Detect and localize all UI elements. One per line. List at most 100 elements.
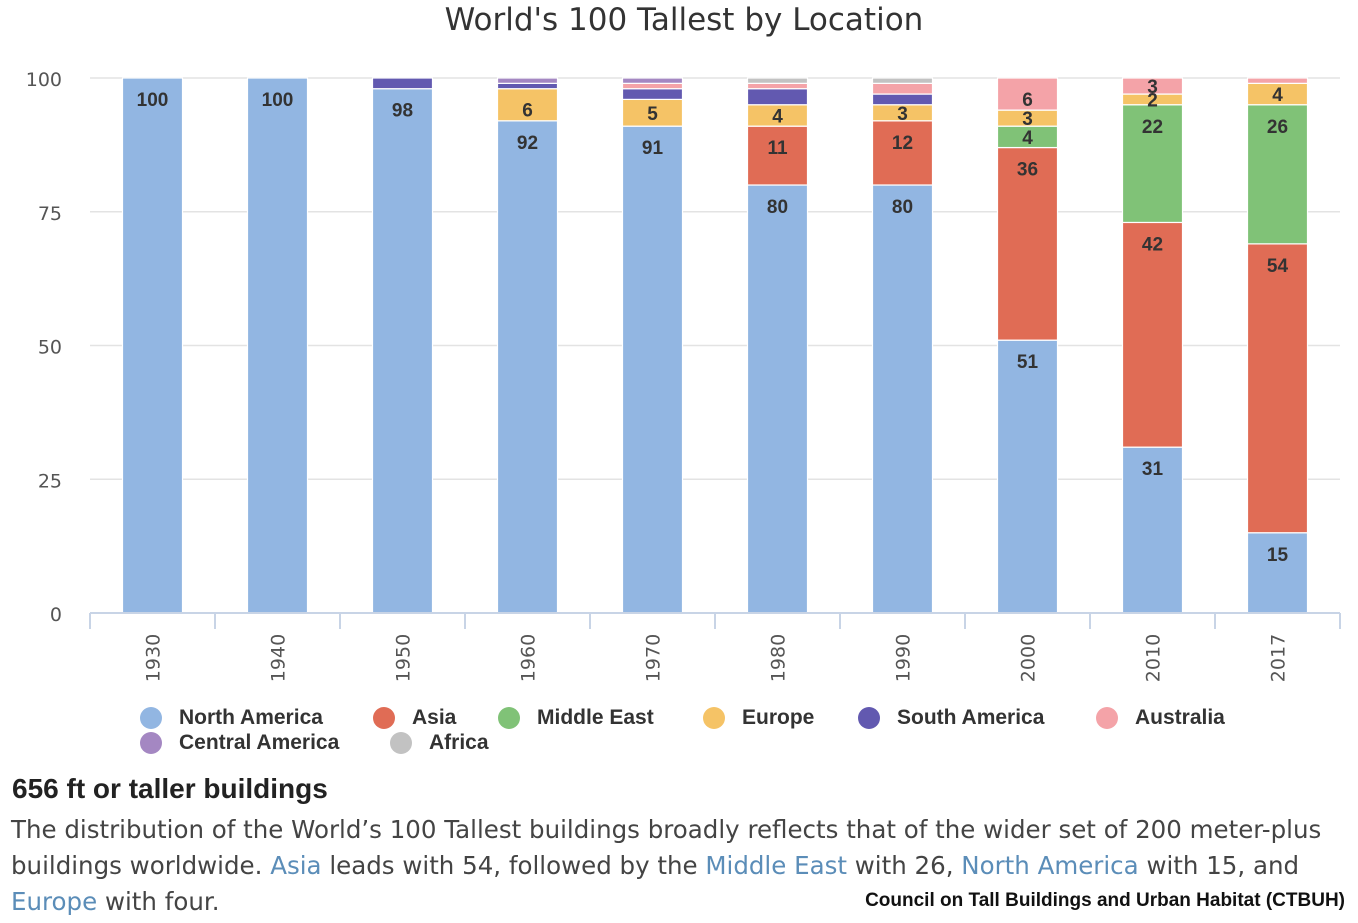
data-label: 6	[1022, 90, 1033, 111]
data-label: 4	[1022, 128, 1033, 149]
bar-segment	[496, 120, 559, 614]
y-tick-label: 100	[26, 69, 62, 91]
bar-segment	[1246, 243, 1309, 534]
data-label: 31	[1142, 459, 1164, 480]
x-tick-label: 1970	[643, 634, 665, 682]
y-tick-label: 25	[38, 470, 62, 492]
y-tick-label: 50	[38, 337, 62, 359]
legend-label: South America	[897, 706, 1045, 729]
link-middle-east[interactable]: Middle East	[705, 851, 847, 880]
legend-swatch	[140, 732, 162, 754]
data-label: 11	[767, 138, 788, 159]
bar-segment	[621, 125, 684, 614]
caption-text: The distribution of the World’s 100 Tall…	[11, 812, 1346, 920]
bar-segment	[121, 77, 184, 614]
data-label: 80	[892, 197, 913, 218]
bar-segment	[746, 125, 809, 186]
legend-label: Asia	[412, 706, 457, 729]
caption-text-4: with 15, and	[1138, 851, 1300, 880]
legend-label: Africa	[429, 731, 489, 754]
bar-segment	[871, 184, 934, 614]
bar-segment	[496, 82, 559, 90]
bar-segment	[371, 88, 434, 614]
data-label: 100	[137, 90, 169, 111]
legend-label: Australia	[1135, 706, 1225, 729]
y-tick-label: 75	[38, 203, 62, 225]
legend-item[interactable]: Asia	[373, 706, 456, 730]
x-tick-label: 1960	[518, 634, 540, 682]
bar-segment	[1121, 446, 1184, 614]
x-tick-label: 1940	[268, 634, 290, 682]
legend-item[interactable]: South America	[858, 706, 1044, 730]
data-label: 5	[647, 104, 658, 125]
legend-swatch	[390, 732, 412, 754]
bar-segment	[621, 77, 684, 84]
data-label: 6	[522, 101, 533, 122]
bar-segment	[371, 77, 434, 90]
source-credit: Council on Tall Buildings and Urban Habi…	[865, 890, 1345, 911]
data-label: 91	[642, 138, 664, 159]
data-label: 3	[1147, 77, 1158, 98]
legend-item[interactable]: Europe	[703, 706, 814, 730]
x-tick-label: 1990	[893, 634, 915, 682]
data-label: 4	[772, 106, 783, 127]
data-label: 15	[1267, 545, 1289, 566]
data-label: 4	[1272, 85, 1283, 106]
data-label: 100	[262, 90, 294, 111]
data-label: 92	[517, 133, 538, 154]
legend-swatch	[703, 707, 725, 729]
data-label: 3	[1022, 109, 1033, 130]
data-label: 54	[1267, 256, 1289, 277]
subtitle: 656 ft or taller buildings	[12, 773, 328, 804]
bar-segment	[621, 82, 684, 90]
bar-segment	[621, 88, 684, 100]
legend-label: Europe	[742, 706, 815, 729]
legend-item[interactable]: Africa	[390, 731, 489, 755]
data-label: 22	[1142, 117, 1163, 138]
x-tick-label: 1950	[393, 634, 415, 682]
caption-text-2: leads with 54, followed by the	[321, 851, 706, 880]
legend-item[interactable]: North America	[140, 706, 323, 730]
data-label: 2	[1147, 90, 1158, 111]
legend-swatch	[1096, 707, 1118, 729]
bar-segment	[496, 88, 559, 122]
legend-swatch	[140, 707, 162, 729]
legend-swatch	[858, 707, 880, 729]
data-label: 36	[1017, 160, 1038, 181]
bar-segment	[996, 77, 1059, 111]
bar-segment	[996, 339, 1059, 614]
caption-text-3: with 26,	[846, 851, 962, 880]
bar-segment	[746, 77, 809, 84]
bar-segment	[746, 184, 809, 614]
caption-text-5: with four.	[97, 887, 220, 916]
x-tick-label: 1980	[768, 634, 790, 682]
bar-segment	[871, 82, 934, 95]
legend-label: Middle East	[537, 706, 654, 729]
legend-swatch	[498, 707, 520, 729]
bar-segment	[871, 120, 934, 186]
bar-segment	[246, 77, 309, 614]
bar-segment	[996, 146, 1059, 341]
data-label: 3	[897, 104, 908, 125]
bar-segment	[746, 82, 809, 90]
x-tick-label: 2017	[1268, 634, 1290, 682]
bar-segment	[1121, 221, 1184, 448]
data-labels: 100 1009892691580114801235136436314222231…	[137, 77, 1289, 566]
data-label: 26	[1267, 117, 1288, 138]
legend-label: Central America	[179, 731, 340, 754]
bar-segment	[496, 77, 559, 84]
bars	[121, 77, 1309, 614]
data-label: 51	[1017, 352, 1039, 373]
data-label: 98	[392, 101, 413, 122]
data-label: 42	[1142, 234, 1163, 255]
link-asia[interactable]: Asia	[270, 851, 322, 880]
data-label: 12	[892, 133, 913, 154]
link-north-america[interactable]: North America	[961, 851, 1139, 880]
data-label: 80	[767, 197, 788, 218]
bar-segment	[746, 88, 809, 106]
legend-item[interactable]: Australia	[1096, 706, 1225, 730]
legend-item[interactable]: Central America	[140, 731, 339, 755]
link-europe[interactable]: Europe	[11, 887, 98, 916]
legend-item[interactable]: Middle East	[498, 706, 654, 730]
